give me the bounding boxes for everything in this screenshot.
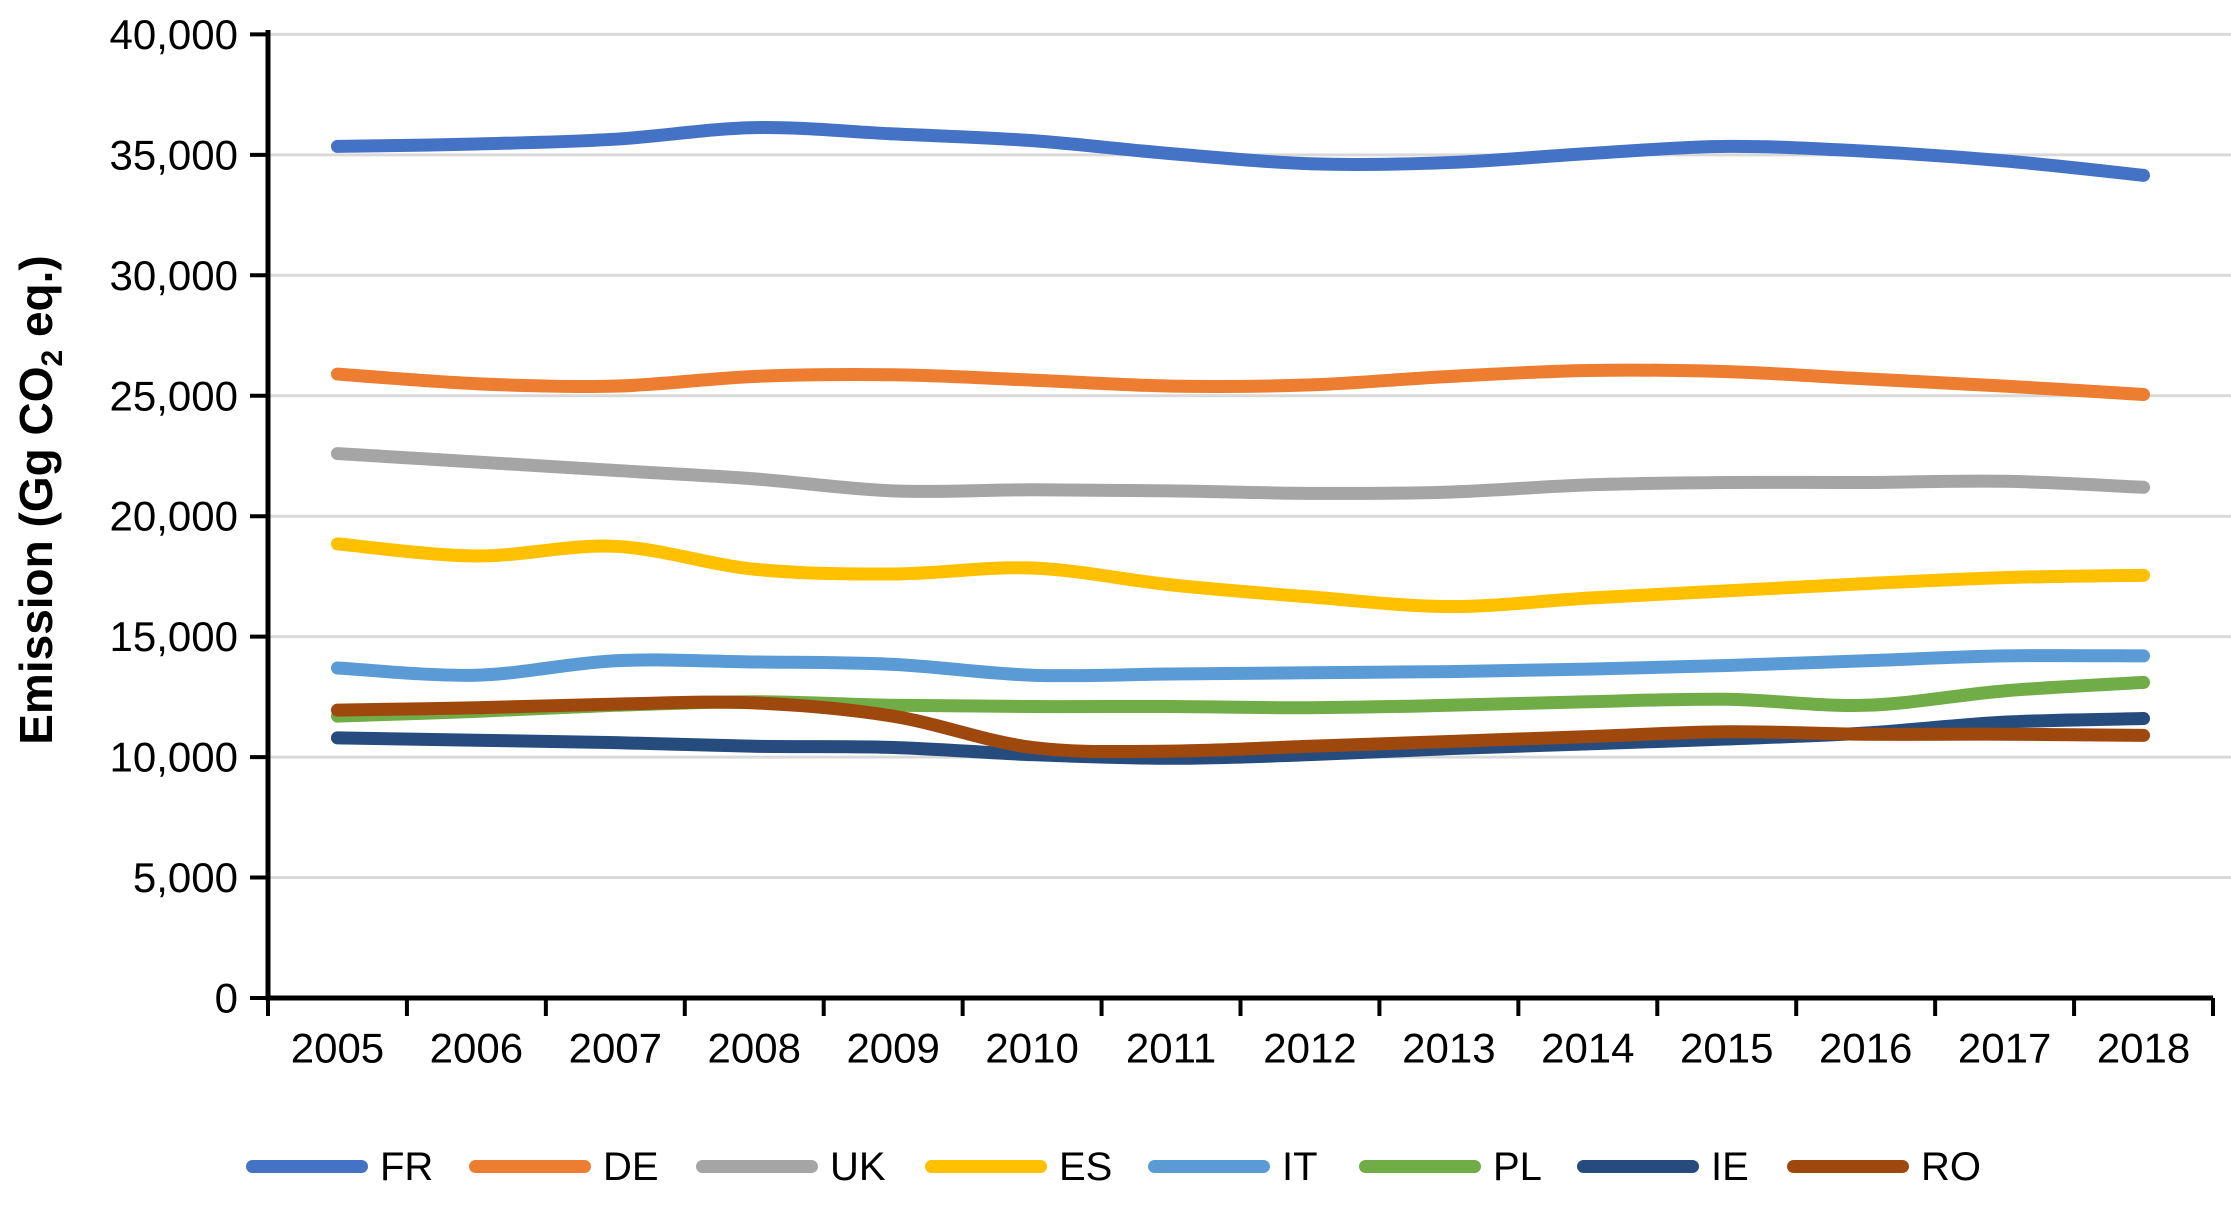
- x-tick-label-2016: 2016: [1819, 1025, 1912, 1072]
- legend-label-IE: IE: [1711, 1145, 1749, 1189]
- y-tick-label: 40,000: [110, 11, 238, 58]
- x-tick-label-2012: 2012: [1263, 1025, 1356, 1072]
- legend-label-DE: DE: [603, 1145, 659, 1189]
- legend: FR DE UK ES IT PL IE RO: [246, 1145, 1981, 1189]
- gridlines: [268, 32, 2231, 880]
- y-tick-label: 10,000: [110, 734, 238, 781]
- series-lines: [330, 121, 2151, 765]
- x-tick-label-2011: 2011: [1126, 1025, 1216, 1072]
- series-line-FR: [330, 121, 2151, 182]
- y-axis-title: Emission (Gg CO2 eq.): [10, 255, 69, 745]
- series-line-RO: [330, 695, 2151, 759]
- series-line-DE: [330, 363, 2151, 402]
- legend-item-UK: UK: [696, 1145, 886, 1189]
- legend-swatch-ES: [925, 1160, 1047, 1173]
- x-tick-label-2018: 2018: [2097, 1025, 2190, 1072]
- legend-item-IE: IE: [1577, 1145, 1749, 1189]
- x-tick-label-2017: 2017: [1958, 1025, 2051, 1072]
- legend-label-RO: RO: [1921, 1145, 1981, 1189]
- legend-swatch-PL: [1359, 1160, 1481, 1173]
- y-axis-ticks-labels: 0 5,000 10,000 15,000 20,000 25,000 30,000 35,0…: [110, 11, 268, 1022]
- x-tick-label-2014: 2014: [1541, 1025, 1634, 1072]
- x-tick-label-2009: 2009: [846, 1025, 939, 1072]
- legend-swatch-UK: [696, 1160, 818, 1173]
- x-tick-label-2013: 2013: [1402, 1025, 1495, 1072]
- y-tick-label: 20,000: [110, 493, 238, 540]
- legend-label-ES: ES: [1059, 1145, 1112, 1189]
- series-line-UK: [330, 447, 2151, 500]
- series-line-ES: [330, 537, 2151, 614]
- legend-swatch-DE: [469, 1160, 591, 1173]
- x-tick-label-2005: 2005: [291, 1025, 384, 1072]
- legend-item-ES: ES: [925, 1145, 1112, 1189]
- x-tick-label-2007: 2007: [569, 1025, 662, 1072]
- x-tick-label-2006: 2006: [430, 1025, 523, 1072]
- legend-swatch-FR: [246, 1160, 368, 1173]
- legend-swatch-RO: [1787, 1160, 1909, 1173]
- legend-item-PL: PL: [1359, 1145, 1542, 1189]
- series-line-IT: [330, 649, 2151, 683]
- y-tick-label: 25,000: [110, 372, 238, 419]
- legend-label-PL: PL: [1493, 1145, 1542, 1189]
- y-tick-label: 30,000: [110, 252, 238, 299]
- legend-label-UK: UK: [830, 1145, 886, 1189]
- x-axis-ticks-labels: 2005 2006 2007 2008 2009 2010 2011 2012 2013 2014…: [266, 998, 2215, 1072]
- x-tick-label-2010: 2010: [985, 1025, 1078, 1072]
- y-tick-label: 0: [215, 975, 238, 1022]
- legend-swatch-IE: [1577, 1160, 1699, 1173]
- x-tick-label-2015: 2015: [1680, 1025, 1773, 1072]
- legend-item-FR: FR: [246, 1145, 433, 1189]
- legend-item-IT: IT: [1148, 1145, 1318, 1189]
- legend-label-FR: FR: [380, 1145, 433, 1189]
- y-tick-label: 15,000: [110, 613, 238, 660]
- legend-item-DE: DE: [469, 1145, 659, 1189]
- legend-label-IT: IT: [1282, 1145, 1318, 1189]
- legend-item-RO: RO: [1787, 1145, 1981, 1189]
- legend-swatch-IT: [1148, 1160, 1270, 1173]
- y-tick-label: 5,000: [133, 854, 238, 901]
- y-tick-label: 35,000: [110, 131, 238, 178]
- x-tick-label-2008: 2008: [708, 1025, 801, 1072]
